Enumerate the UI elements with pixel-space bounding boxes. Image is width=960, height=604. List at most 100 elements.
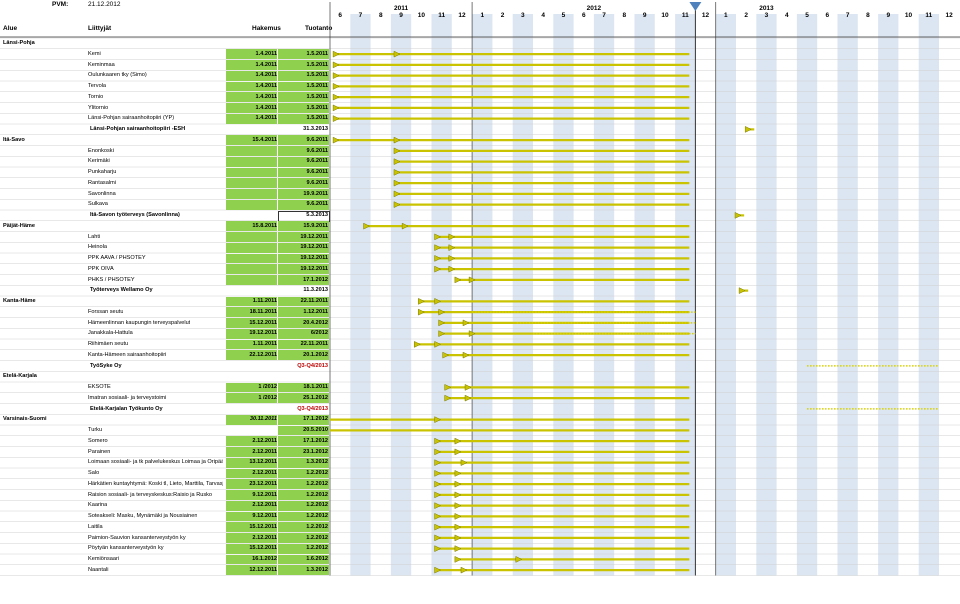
milestone-arrow bbox=[444, 383, 452, 391]
milestone-arrow bbox=[434, 491, 442, 499]
month-label: 1 bbox=[480, 12, 484, 19]
hakemus-date: 15.12.2011 bbox=[249, 523, 277, 530]
hakemus-date: 23.12.2011 bbox=[249, 480, 277, 487]
month-band bbox=[796, 14, 818, 576]
milestone-arrow bbox=[438, 330, 446, 338]
milestone-arrow bbox=[434, 502, 442, 510]
member-name: Kanta-Hämeen sairaanhoitopiiri bbox=[88, 351, 167, 358]
tuotanto-date: 19.12.2011 bbox=[300, 244, 328, 251]
tuotanto-cell bbox=[278, 199, 329, 210]
member-name: Punkaharju bbox=[88, 169, 117, 175]
milestone-arrow bbox=[434, 265, 442, 273]
member-name: Raision sosiaali- ja terveyskeskus:Raisi… bbox=[88, 491, 213, 498]
milestone-arrow bbox=[434, 340, 442, 348]
tuotanto-date: 1.5.2011 bbox=[306, 115, 328, 122]
hakemus-cell bbox=[226, 275, 277, 285]
tuotanto-cell bbox=[278, 81, 329, 92]
hakemus-cell bbox=[226, 382, 277, 393]
hakemus-date: 1.11.2011 bbox=[252, 298, 277, 304]
tuotanto-cell bbox=[278, 189, 329, 199]
milestone-arrow bbox=[454, 448, 462, 456]
month-label: 9 bbox=[886, 12, 890, 19]
milestone-arrow bbox=[332, 104, 340, 112]
tuotanto-date: 19.12.2011 bbox=[300, 255, 328, 261]
milestone-arrow bbox=[418, 308, 425, 316]
tuotanto-cell bbox=[278, 468, 329, 479]
tuotanto-date: 1.5.2011 bbox=[306, 50, 328, 57]
hakemus-date: 1.4.2011 bbox=[255, 50, 277, 57]
hakemus-cell bbox=[226, 339, 277, 350]
month-label: 3 bbox=[521, 12, 525, 19]
month-label: 5 bbox=[805, 12, 809, 19]
tuotanto-date: 15.9.2011 bbox=[303, 222, 328, 229]
tuotanto-date: 9.6.2011 bbox=[306, 201, 328, 208]
hakemus-date: 15.8.2011 bbox=[252, 222, 277, 229]
month-label: 7 bbox=[359, 12, 363, 19]
tuotanto-date: 19.9.2011 bbox=[303, 190, 328, 197]
tuotanto-cell bbox=[278, 70, 329, 81]
hakemus-cell bbox=[226, 554, 277, 565]
hakemus-date: 13.12.2011 bbox=[249, 459, 277, 466]
hakemus-cell bbox=[226, 490, 277, 500]
hakemus-date: 19.12.2011 bbox=[249, 330, 277, 337]
month-label: 4 bbox=[785, 12, 789, 19]
hakemus-date: 2.12.2011 bbox=[252, 437, 277, 444]
member-name: Kemiönsaari bbox=[88, 556, 120, 562]
hakemus-date: 9.12.2011 bbox=[252, 491, 277, 498]
tuotanto-date: 23.1.2012 bbox=[303, 448, 328, 455]
milestone-arrow bbox=[414, 340, 421, 348]
milestone-arrow bbox=[434, 448, 442, 456]
month-label: 4 bbox=[541, 12, 545, 19]
month-label: 10 bbox=[905, 12, 913, 19]
hakemus-cell bbox=[226, 436, 277, 446]
tuotanto-cell bbox=[278, 500, 329, 511]
month-label: 9 bbox=[399, 12, 403, 19]
tuotanto-date: 1.3.2012 bbox=[306, 459, 328, 466]
hakemus-cell bbox=[226, 113, 277, 124]
tuotanto-cell bbox=[278, 135, 329, 145]
member-name: PPK OIVA bbox=[88, 265, 114, 272]
member-name: Keminmaa bbox=[88, 61, 115, 68]
hakemus-cell bbox=[226, 178, 277, 188]
tuotanto-date: 5.3.2013 bbox=[306, 212, 328, 218]
hakemus-cell bbox=[226, 221, 277, 231]
tuotanto-date: 1.2.2012 bbox=[306, 502, 328, 509]
milestone-arrow bbox=[434, 469, 442, 477]
tuotanto-date: 6/2012 bbox=[310, 330, 328, 337]
month-band bbox=[756, 14, 777, 576]
hakemus-date: 1.4.2011 bbox=[255, 93, 277, 100]
hakemus-cell bbox=[226, 522, 277, 532]
month-band bbox=[512, 14, 533, 576]
tuotanto-date: 22.11.2011 bbox=[300, 298, 328, 304]
member-name: Ylitornio bbox=[88, 104, 109, 111]
milestone-arrow bbox=[442, 351, 450, 359]
tuotanto-cell bbox=[278, 382, 329, 393]
milestone-arrow bbox=[434, 244, 442, 252]
tuotanto-date: 1.5.2011 bbox=[306, 61, 328, 68]
hakemus-date: 1.4.2011 bbox=[255, 83, 277, 89]
milestone-arrow bbox=[434, 512, 442, 520]
year-label: 2012 bbox=[587, 5, 602, 12]
month-label: 1 bbox=[724, 12, 728, 19]
month-label: 8 bbox=[379, 12, 383, 19]
milestone-arrow bbox=[434, 523, 442, 531]
hakemus-cell bbox=[226, 81, 277, 92]
month-label: 2 bbox=[744, 12, 748, 19]
hakemus-cell bbox=[226, 103, 277, 113]
milestone-arrow bbox=[418, 297, 425, 305]
milestone-arrow bbox=[454, 512, 462, 520]
tuotanto-date: 18.1.2011 bbox=[303, 384, 328, 390]
tuotanto-date: 20.1.2012 bbox=[303, 351, 328, 358]
milestone-arrow bbox=[468, 330, 476, 338]
hakemus-cell bbox=[226, 296, 277, 307]
milestone-arrow bbox=[454, 276, 462, 284]
member-name: Tervola bbox=[88, 83, 107, 89]
milestone-arrow bbox=[738, 287, 746, 295]
hakemus-date: 1 /2012 bbox=[258, 394, 277, 401]
col-header-liittyjat: Liittyjät bbox=[88, 25, 112, 32]
milestone-arrow bbox=[460, 566, 468, 574]
hakemus-cell bbox=[226, 511, 277, 522]
tuotanto-cell bbox=[278, 113, 329, 124]
milestone-arrow bbox=[393, 50, 401, 58]
tuotanto-date: 9.6.2011 bbox=[306, 147, 328, 154]
